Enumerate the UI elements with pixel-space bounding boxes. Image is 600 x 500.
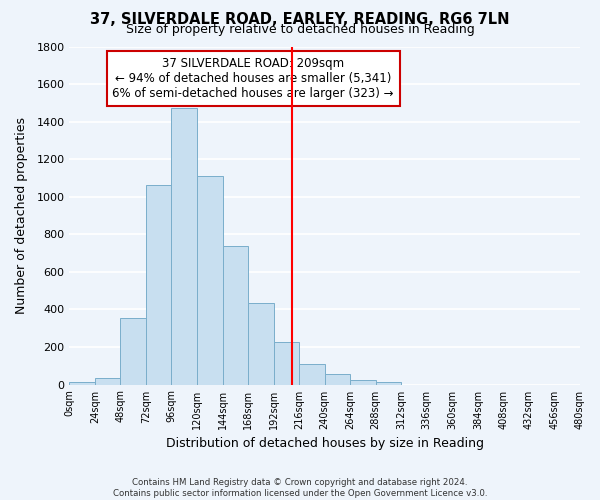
Bar bbox=[325, 374, 350, 384]
Bar bbox=[172, 108, 197, 384]
Bar bbox=[197, 176, 223, 384]
Text: Size of property relative to detached houses in Reading: Size of property relative to detached ho… bbox=[125, 22, 475, 36]
Bar bbox=[248, 303, 274, 384]
Bar bbox=[121, 318, 146, 384]
Bar bbox=[350, 380, 376, 384]
Y-axis label: Number of detached properties: Number of detached properties bbox=[15, 117, 28, 314]
Bar bbox=[274, 342, 299, 384]
Bar bbox=[299, 364, 325, 384]
Bar bbox=[95, 378, 121, 384]
Bar bbox=[376, 382, 401, 384]
Text: Contains HM Land Registry data © Crown copyright and database right 2024.
Contai: Contains HM Land Registry data © Crown c… bbox=[113, 478, 487, 498]
Text: 37, SILVERDALE ROAD, EARLEY, READING, RG6 7LN: 37, SILVERDALE ROAD, EARLEY, READING, RG… bbox=[90, 12, 510, 28]
Bar bbox=[223, 246, 248, 384]
Bar bbox=[70, 382, 95, 384]
X-axis label: Distribution of detached houses by size in Reading: Distribution of detached houses by size … bbox=[166, 437, 484, 450]
Text: 37 SILVERDALE ROAD: 209sqm
← 94% of detached houses are smaller (5,341)
6% of se: 37 SILVERDALE ROAD: 209sqm ← 94% of deta… bbox=[112, 56, 394, 100]
Bar bbox=[146, 186, 172, 384]
